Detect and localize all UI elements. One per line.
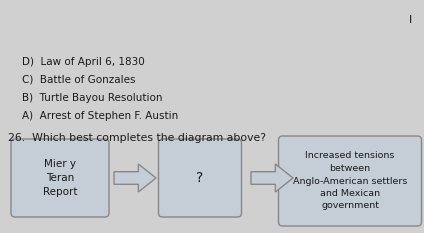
Text: 26.  Which best completes the diagram above?: 26. Which best completes the diagram abo…	[8, 133, 266, 143]
Text: I: I	[408, 15, 412, 25]
Text: A)  Arrest of Stephen F. Austin: A) Arrest of Stephen F. Austin	[22, 111, 178, 121]
FancyBboxPatch shape	[159, 139, 242, 217]
FancyBboxPatch shape	[279, 136, 421, 226]
Text: D)  Law of April 6, 1830: D) Law of April 6, 1830	[22, 57, 145, 67]
Text: C)  Battle of Gonzales: C) Battle of Gonzales	[22, 75, 136, 85]
Text: ?: ?	[196, 171, 204, 185]
Text: Mier y
Teran
Report: Mier y Teran Report	[43, 159, 77, 197]
Text: B)  Turtle Bayou Resolution: B) Turtle Bayou Resolution	[22, 93, 162, 103]
Text: Increased tensions
between
Anglo-American settlers
and Mexican
government: Increased tensions between Anglo-America…	[293, 151, 407, 210]
Polygon shape	[251, 164, 293, 192]
FancyBboxPatch shape	[11, 139, 109, 217]
Polygon shape	[114, 164, 156, 192]
